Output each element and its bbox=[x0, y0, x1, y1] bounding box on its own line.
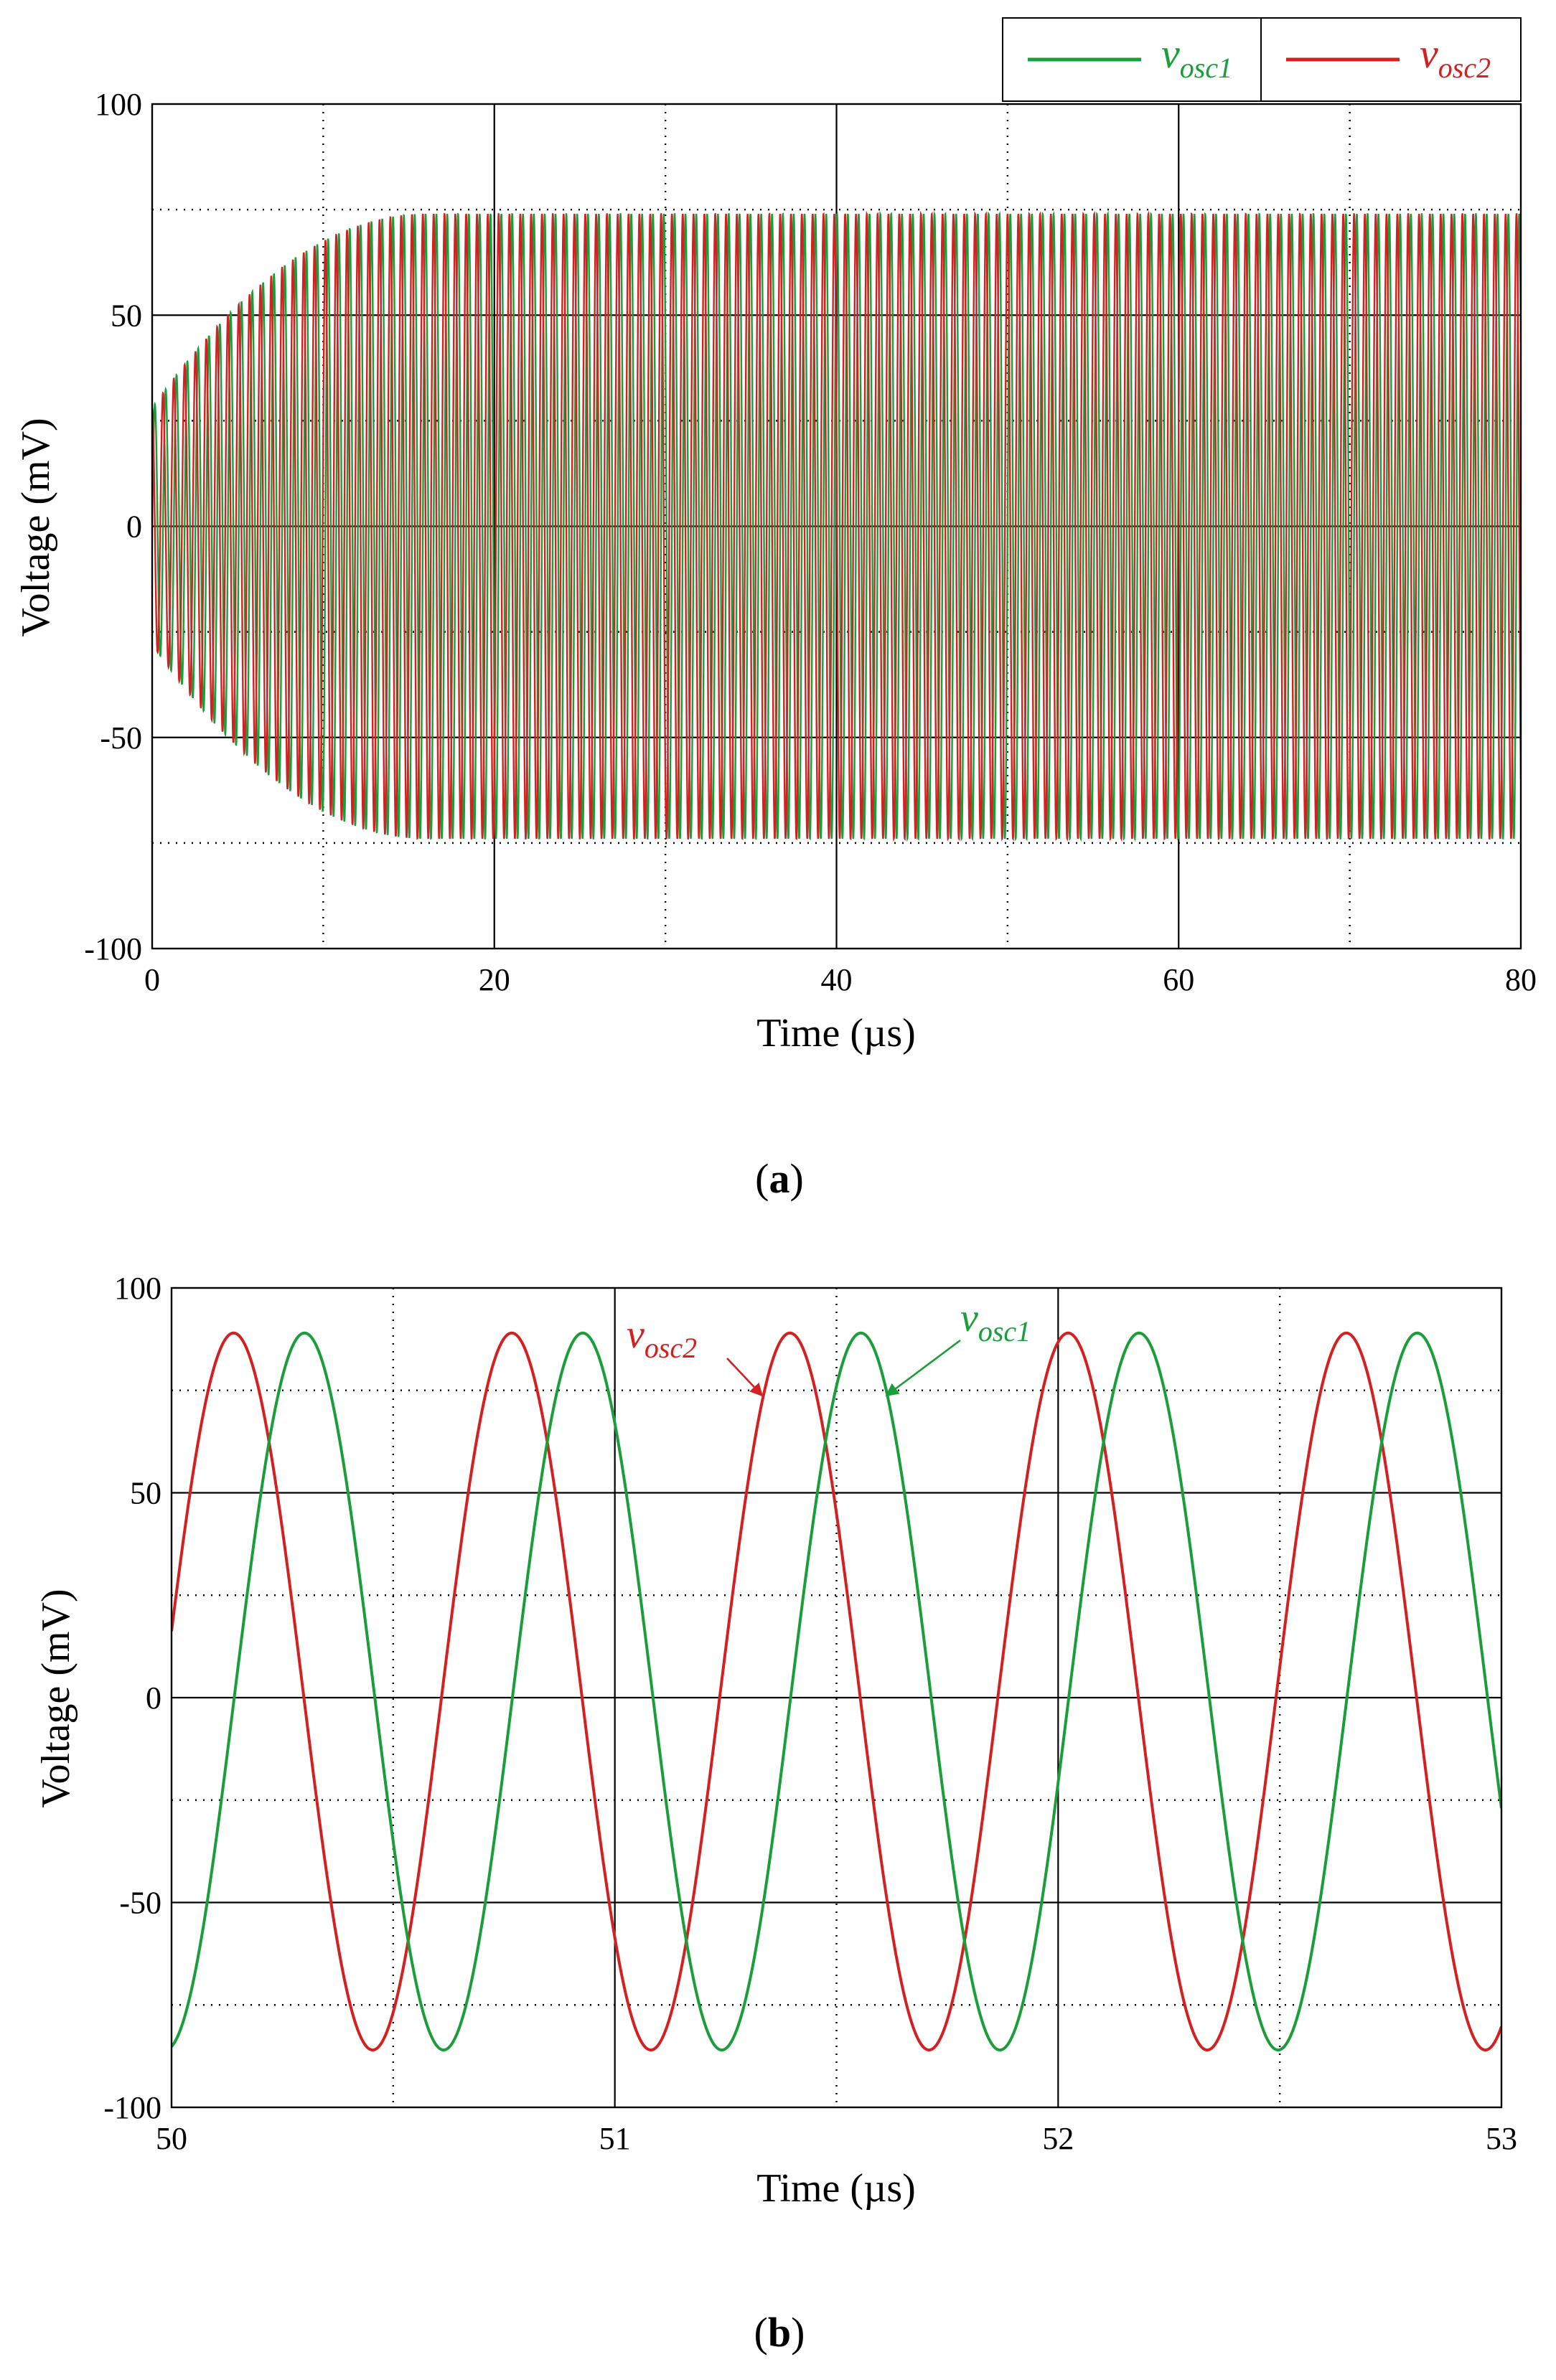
panel-a-x-tick-label: 40 bbox=[821, 962, 853, 997]
annotation-osc1: vosc1 bbox=[960, 1296, 1031, 1347]
panel-b-y-tick-labels: -100 -50 0 50 100 bbox=[103, 1271, 161, 2125]
panel-a-y-axis-label: Voltage (mV) bbox=[14, 418, 58, 636]
panel-a-chart: -100 -50 0 50 100 0 20 40 60 80 Time (µs) Voltag… bbox=[14, 17, 1537, 1202]
panel-b-y-tick-label: 50 bbox=[130, 1476, 161, 1511]
legend-entry-osc2: vosc2 bbox=[1420, 30, 1491, 84]
annotation-osc2-arrow bbox=[726, 1358, 764, 1397]
panel-a-y-tick-label: -50 bbox=[100, 720, 142, 756]
panel-a-y-tick-label: 50 bbox=[111, 298, 142, 333]
panel-a-legend: vosc1 vosc2 bbox=[1002, 17, 1522, 102]
panel-b-label: (b) bbox=[754, 2309, 805, 2356]
panel-a-traces bbox=[152, 210, 1521, 842]
panel-b-frame bbox=[170, 1287, 1503, 2109]
panel-a-y-tick-label: 100 bbox=[95, 87, 142, 122]
panel-b-series-osc2-line bbox=[172, 1331, 1501, 2052]
panel-a-series-osc1-line bbox=[152, 210, 1521, 842]
panel-b-y-axis-label: Voltage (mV) bbox=[34, 1589, 78, 1807]
panel-a-y-tick-label: 0 bbox=[126, 509, 142, 545]
panel-a-x-tick-label: 0 bbox=[144, 962, 160, 997]
panel-b-y-tick-label: 0 bbox=[146, 1680, 161, 1716]
panel-b-x-tick-label: 52 bbox=[1042, 2121, 1074, 2156]
panel-b-x-tick-label: 53 bbox=[1486, 2121, 1517, 2156]
annotation-osc1-arrow bbox=[885, 1339, 961, 1397]
panel-b-y-tick-label: -100 bbox=[103, 2090, 161, 2125]
panel-a-series-osc2-line bbox=[152, 210, 1521, 842]
annotation-osc2: vosc2 bbox=[627, 1312, 697, 1364]
panel-b-traces bbox=[172, 1331, 1501, 2052]
panel-b-series-osc1-line bbox=[172, 1331, 1501, 2052]
panel-a-x-axis-label: Time (µs) bbox=[756, 1011, 916, 1055]
panel-b-x-tick-labels: 50 51 52 53 bbox=[156, 2121, 1517, 2156]
legend-entry-osc1: vosc1 bbox=[1161, 30, 1232, 84]
panel-b-x-tick-label: 50 bbox=[156, 2121, 187, 2156]
panel-a-x-tick-label: 60 bbox=[1163, 962, 1194, 997]
panel-b-y-tick-label: -50 bbox=[119, 1886, 161, 1921]
panel-a-x-tick-label: 20 bbox=[479, 962, 510, 997]
panel-a-y-tick-label: -100 bbox=[84, 931, 142, 966]
panel-a-x-tick-label: 80 bbox=[1505, 962, 1537, 997]
panel-a-y-tick-labels: -100 -50 0 50 100 bbox=[84, 87, 142, 966]
panel-b-grid bbox=[172, 1288, 1501, 2107]
panel-a-label: (a) bbox=[755, 1155, 804, 1202]
panel-b-x-tick-label: 51 bbox=[599, 2121, 631, 2156]
panel-a-x-tick-labels: 0 20 40 60 80 bbox=[144, 962, 1537, 997]
panel-a-frame bbox=[151, 103, 1522, 950]
panel-b-y-tick-label: 100 bbox=[114, 1271, 161, 1306]
panel-b-chart: -100 -50 0 50 100 50 51 52 53 Time (µs) Voltage… bbox=[34, 1271, 1517, 2356]
panel-b-x-axis-label: Time (µs) bbox=[756, 2166, 916, 2211]
